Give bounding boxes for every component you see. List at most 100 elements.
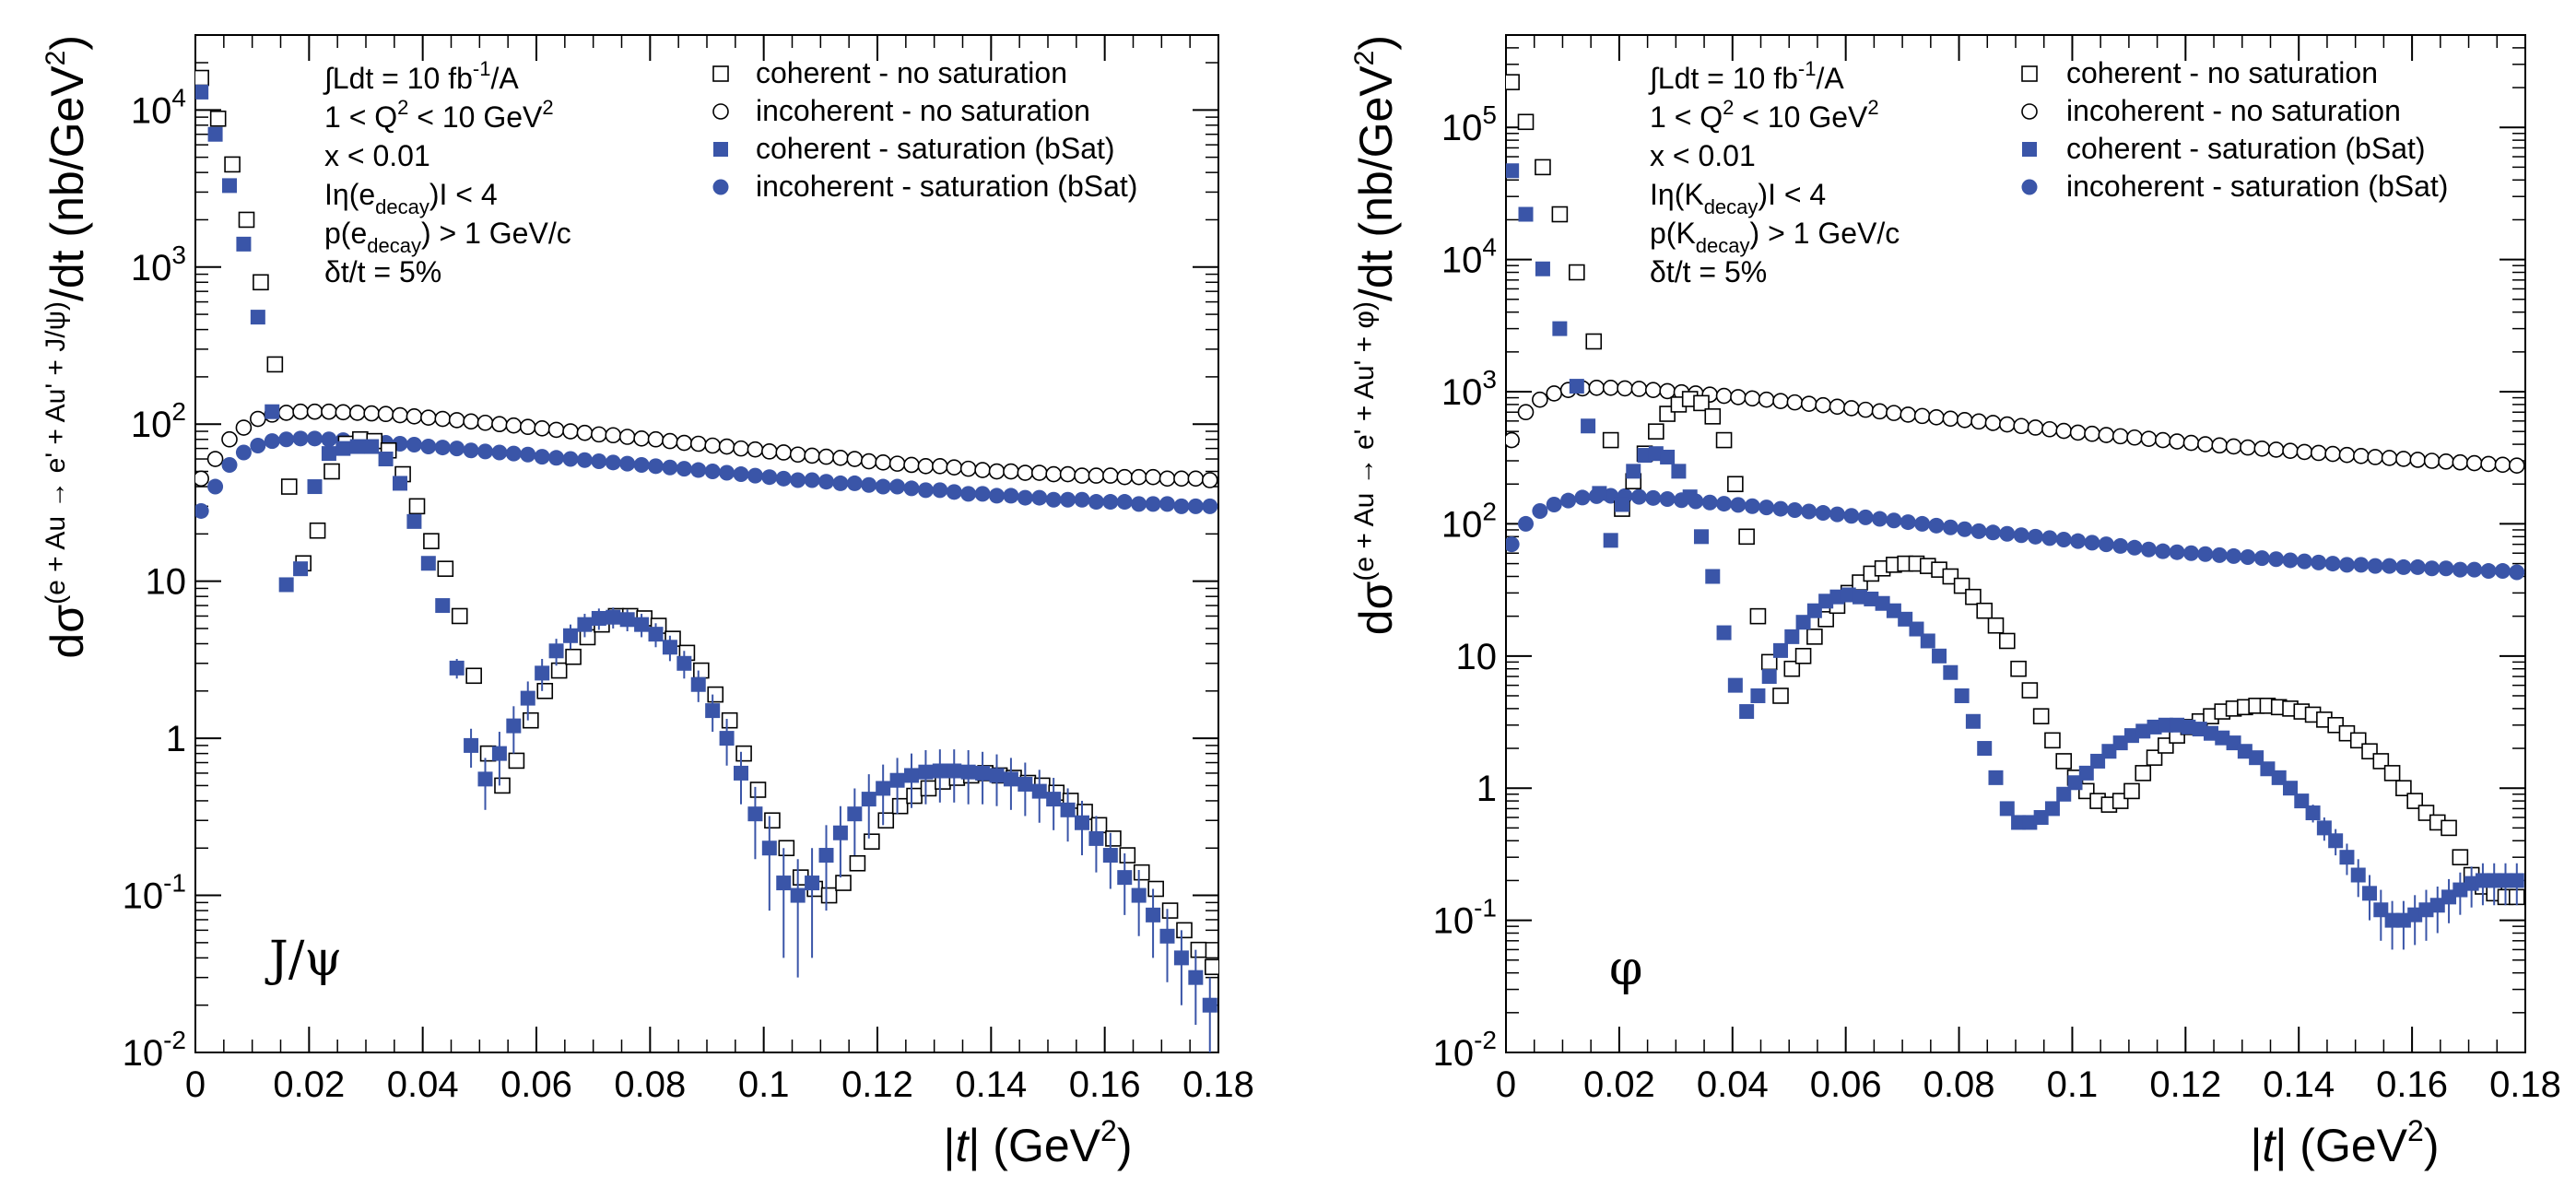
data-point xyxy=(2056,786,2072,802)
data-point xyxy=(2406,793,2423,809)
data-point xyxy=(1772,393,1789,409)
data-point xyxy=(2316,820,2332,836)
data-point xyxy=(1581,418,1596,434)
data-point xyxy=(476,414,494,431)
data-point xyxy=(1886,603,1901,618)
data-point xyxy=(238,211,255,229)
data-point xyxy=(1716,496,1733,512)
data-point xyxy=(1872,511,1888,527)
data-point xyxy=(1161,902,1179,919)
data-point xyxy=(1187,470,1205,488)
data-point xyxy=(335,404,352,421)
data-point xyxy=(1864,591,1879,606)
series-incoherent-saturation-bsat- xyxy=(1506,488,2525,581)
data-point xyxy=(891,797,909,815)
data-point xyxy=(2203,725,2218,741)
data-point xyxy=(1772,500,1789,517)
data-point xyxy=(932,763,947,779)
x-tick-label: 0.08 xyxy=(1923,1064,1995,1105)
data-point xyxy=(849,854,866,872)
data-point xyxy=(1843,400,1860,417)
data-point xyxy=(761,840,777,856)
data-point xyxy=(563,628,578,643)
info-line: Iη(Kdecay)I < 4 xyxy=(1650,178,1826,218)
data-point xyxy=(1871,403,1888,420)
data-point xyxy=(465,667,482,685)
data-point xyxy=(2140,430,2158,447)
data-point xyxy=(789,446,806,464)
series-incoherent-saturation-bsat- xyxy=(195,430,1218,519)
data-point xyxy=(1060,802,1076,817)
data-point xyxy=(1914,515,1931,532)
data-point xyxy=(2407,907,2423,923)
data-point xyxy=(875,454,891,471)
data-point xyxy=(974,486,991,502)
data-point xyxy=(1592,486,1607,501)
legend-label: coherent - saturation (bSat) xyxy=(2066,132,2426,165)
data-point xyxy=(1532,503,1548,520)
y-tick-label: 102 xyxy=(131,397,186,445)
data-point xyxy=(420,439,437,455)
info-line: 1 < Q2 < 10 GeV2 xyxy=(1650,96,1879,134)
x-tick-label: 0.18 xyxy=(1182,1064,1254,1105)
data-point xyxy=(1800,395,1817,412)
data-point xyxy=(1102,848,1118,864)
data-point xyxy=(1546,385,1563,402)
data-point xyxy=(605,454,621,471)
data-point xyxy=(2294,793,2310,809)
legend-marker xyxy=(2022,142,2037,157)
data-point xyxy=(619,612,635,628)
info-line: Iη(edecay)I < 4 xyxy=(324,178,498,218)
data-point xyxy=(277,405,295,421)
data-point xyxy=(2452,882,2468,898)
x-tick-label: 0.16 xyxy=(1069,1064,1141,1105)
data-point xyxy=(1003,488,1019,504)
y-tick-label: 104 xyxy=(1441,233,1497,281)
data-point xyxy=(2027,419,2044,436)
data-point xyxy=(1772,688,1789,704)
data-point xyxy=(1784,629,1800,644)
data-point xyxy=(1988,770,2004,785)
data-point xyxy=(1829,589,1845,605)
x-tick-label: 0.08 xyxy=(614,1064,686,1105)
data-point xyxy=(662,432,678,450)
data-point xyxy=(392,406,408,424)
legend-marker xyxy=(2021,179,2038,195)
data-point xyxy=(1506,74,1520,90)
data-point xyxy=(1928,517,1945,534)
data-point xyxy=(690,676,706,692)
data-point xyxy=(2033,810,2049,826)
data-point xyxy=(1750,688,1766,703)
data-point xyxy=(988,463,1006,480)
data-point xyxy=(747,441,764,458)
data-point xyxy=(2013,527,2029,544)
data-point xyxy=(278,431,295,448)
data-point xyxy=(520,446,536,463)
data-point xyxy=(778,840,795,857)
data-point xyxy=(2078,765,2094,781)
data-point xyxy=(2438,453,2454,470)
data-point xyxy=(989,488,1005,504)
data-point xyxy=(719,731,735,746)
data-point xyxy=(920,780,937,797)
data-point xyxy=(1977,741,1993,757)
data-point xyxy=(648,458,664,475)
data-point xyxy=(1693,394,1710,412)
data-point xyxy=(1965,713,1981,729)
y-tick-label: 105 xyxy=(1441,100,1497,148)
data-point xyxy=(1759,499,1775,516)
data-point xyxy=(761,443,778,460)
data-point xyxy=(818,474,834,490)
data-point xyxy=(1074,467,1090,484)
data-point xyxy=(1886,405,1902,421)
data-point xyxy=(2282,442,2299,459)
data-point xyxy=(321,431,337,448)
data-point xyxy=(932,458,948,475)
data-point xyxy=(1857,509,1874,525)
data-point xyxy=(1017,776,1033,792)
data-point xyxy=(576,424,594,441)
data-point xyxy=(1932,648,1947,664)
x-tick-label: 0.12 xyxy=(841,1064,913,1105)
data-point xyxy=(1059,465,1076,483)
